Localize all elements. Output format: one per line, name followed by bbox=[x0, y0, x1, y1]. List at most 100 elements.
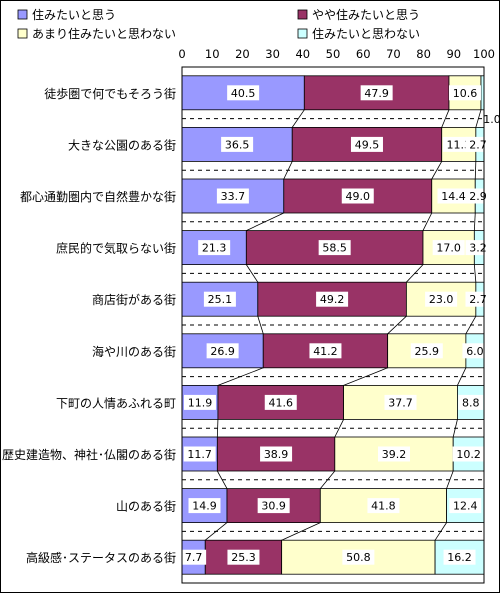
data-label-box bbox=[216, 188, 249, 204]
data-label-box bbox=[384, 394, 417, 410]
legend-label: 住みたいと思う bbox=[32, 8, 116, 22]
data-label: 41.8 bbox=[371, 500, 396, 513]
category-label: 歴史建造物、神社･仏閣のある街 bbox=[2, 447, 176, 462]
legend-swatch bbox=[297, 28, 308, 39]
series-line bbox=[246, 212, 284, 231]
series-line bbox=[422, 212, 433, 231]
data-label: 10.2 bbox=[456, 448, 481, 461]
series-line bbox=[343, 367, 388, 386]
category-label: 徒歩圏で何でもそろう街 bbox=[44, 86, 176, 101]
x-tick-label: 70 bbox=[386, 47, 401, 61]
category-label: 高級感･ステータスのある街 bbox=[26, 550, 176, 565]
data-label: 38.9 bbox=[264, 448, 289, 461]
data-label-box bbox=[257, 498, 290, 514]
series-line bbox=[257, 316, 264, 334]
data-label: 39.2 bbox=[382, 448, 407, 461]
data-label-box bbox=[260, 446, 293, 462]
category-label: 海や川のある街 bbox=[92, 344, 176, 359]
data-label-box bbox=[350, 136, 383, 152]
series-line bbox=[320, 470, 336, 489]
series-line bbox=[245, 264, 259, 283]
data-label: 21.3 bbox=[202, 242, 227, 255]
data-label-box bbox=[183, 394, 216, 410]
series-line bbox=[283, 161, 293, 180]
category-label: 山のある街 bbox=[116, 500, 176, 514]
bar-segment bbox=[181, 178, 285, 214]
data-label-box bbox=[437, 188, 470, 204]
data-label: 50.8 bbox=[346, 551, 371, 564]
data-label: 25.1 bbox=[208, 293, 233, 306]
series-line bbox=[475, 109, 482, 128]
data-label: 33.7 bbox=[221, 190, 246, 203]
data-label: 49.0 bbox=[346, 190, 371, 203]
data-label: 41.2 bbox=[313, 345, 338, 358]
data-label-box bbox=[360, 85, 393, 101]
data-label-box bbox=[341, 188, 374, 204]
data-label-box bbox=[410, 343, 443, 359]
data-label: 14.4 bbox=[441, 190, 466, 203]
data-label: 2.7 bbox=[469, 138, 487, 151]
data-label: 3.2 bbox=[469, 242, 487, 255]
data-label: 58.5 bbox=[322, 242, 347, 255]
data-label: 17.0 bbox=[436, 242, 461, 255]
x-tick-label: 30 bbox=[265, 47, 280, 61]
data-label: 7.7 bbox=[185, 551, 203, 564]
legend-label: 住みたいと思わない bbox=[312, 27, 420, 41]
category-label: 庶民的で気取らない街 bbox=[56, 241, 176, 256]
data-label: 25.9 bbox=[415, 345, 440, 358]
series-line bbox=[473, 264, 477, 283]
series-line bbox=[334, 419, 344, 438]
legend-label: あまり住みたいと思わない bbox=[32, 27, 176, 41]
data-label-box bbox=[203, 291, 236, 307]
data-label-box bbox=[309, 343, 342, 359]
x-tick-label: 60 bbox=[356, 47, 371, 61]
series-line bbox=[216, 470, 228, 489]
data-label: 6.0 bbox=[466, 345, 484, 358]
series-line bbox=[291, 109, 305, 128]
x-tick-label: 90 bbox=[446, 47, 461, 61]
x-tick-label: 40 bbox=[295, 47, 310, 61]
data-label: 30.9 bbox=[261, 500, 286, 513]
data-label: 8.8 bbox=[462, 396, 480, 409]
data-label-box bbox=[227, 549, 260, 565]
data-label-box bbox=[443, 549, 476, 565]
data-label: 12.4 bbox=[453, 500, 478, 513]
data-label-box bbox=[367, 498, 400, 514]
data-label-box bbox=[227, 85, 260, 101]
data-label: 41.6 bbox=[269, 396, 294, 409]
legend-swatch bbox=[17, 28, 28, 39]
data-label: 23.0 bbox=[429, 293, 454, 306]
data-label-box bbox=[342, 549, 375, 565]
data-label-box bbox=[378, 446, 411, 462]
series-line bbox=[457, 367, 467, 386]
series-line bbox=[216, 419, 219, 438]
data-label: 14.9 bbox=[192, 500, 217, 513]
data-label: 16.2 bbox=[447, 551, 472, 564]
x-tick-label: 0 bbox=[178, 47, 185, 61]
series-line bbox=[406, 264, 424, 283]
x-tick-label: 10 bbox=[205, 47, 220, 61]
data-label: 2.7 bbox=[469, 293, 487, 306]
data-label-box bbox=[316, 291, 349, 307]
x-tick-label: 50 bbox=[326, 47, 341, 61]
series-line bbox=[205, 522, 228, 541]
legend-swatch bbox=[17, 9, 28, 20]
data-label-box bbox=[452, 446, 485, 462]
series-line bbox=[446, 470, 454, 489]
data-label: 26.9 bbox=[210, 345, 235, 358]
data-label: 11.7 bbox=[187, 448, 212, 461]
series-line bbox=[441, 109, 450, 128]
data-label-box bbox=[183, 446, 216, 462]
data-label: 2.9 bbox=[469, 190, 487, 203]
data-label: 11.9 bbox=[188, 396, 213, 409]
data-label: 49.5 bbox=[355, 138, 380, 151]
series-line bbox=[474, 161, 477, 180]
series-line bbox=[431, 161, 443, 180]
data-label-box bbox=[188, 498, 221, 514]
data-label: 11.3 bbox=[447, 138, 472, 151]
bar-segment bbox=[262, 333, 389, 369]
legend-swatch bbox=[297, 9, 308, 20]
data-label-box bbox=[198, 240, 231, 256]
